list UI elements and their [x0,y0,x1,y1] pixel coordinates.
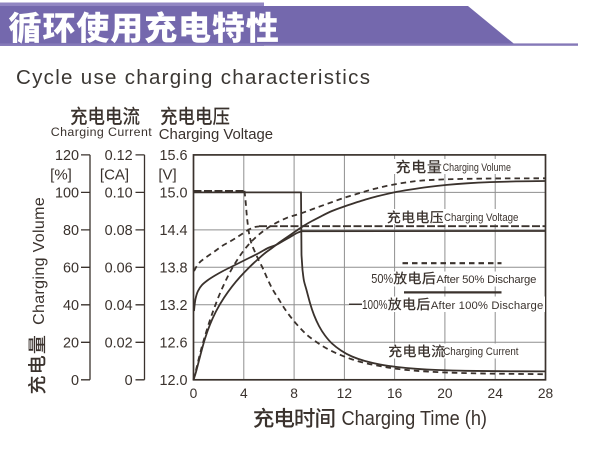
svg-text:20: 20 [63,336,79,352]
svg-text:80: 80 [63,223,79,239]
svg-text:40: 40 [63,298,79,314]
svg-text:100: 100 [55,186,79,202]
svg-text:8: 8 [290,386,298,401]
svg-text:0.06: 0.06 [105,261,133,277]
svg-text:14.4: 14.4 [159,223,187,239]
svg-text:0.04: 0.04 [105,298,133,314]
svg-text:15.0: 15.0 [159,186,187,202]
svg-text:28: 28 [538,386,554,401]
svg-text:24: 24 [488,386,504,401]
svg-text:13.8: 13.8 [159,261,187,277]
svg-text:Charging Voltage: Charging Voltage [444,211,519,224]
svg-text:Cycle use charging characteris: Cycle use charging characteristics [16,66,371,89]
svg-text:0: 0 [71,373,79,389]
svg-text:4: 4 [240,386,248,401]
svg-text:12.0: 12.0 [159,373,187,389]
svg-text:Charging Voltage: Charging Voltage [159,127,273,143]
svg-text:0.08: 0.08 [105,223,133,239]
svg-text:Charging Time (h): Charging Time (h) [342,408,487,430]
svg-text:Charging Current: Charging Current [443,345,518,358]
svg-text:60: 60 [63,261,79,277]
svg-text:0: 0 [125,373,133,389]
svg-text:16: 16 [387,386,403,401]
svg-text:13.2: 13.2 [159,298,187,314]
svg-text:15.6: 15.6 [159,148,187,164]
svg-text:0.10: 0.10 [105,186,133,202]
svg-text:12.6: 12.6 [159,336,187,352]
svg-text:120: 120 [55,148,79,164]
svg-text:Charging Current: Charging Current [51,125,152,139]
svg-text:0.02: 0.02 [105,336,133,352]
svg-text:50%: 50% [371,272,394,286]
svg-text:[%]: [%] [50,167,72,184]
svg-text:[CA]: [CA] [100,167,129,184]
svg-text:After 50% Discharge: After 50% Discharge [436,274,536,286]
svg-text:Charging Volume: Charging Volume [31,197,48,325]
svg-text:After 100% Discharge: After 100% Discharge [431,300,544,312]
svg-text:0: 0 [190,386,198,401]
svg-text:0.12: 0.12 [105,148,133,164]
svg-text:12: 12 [337,386,352,401]
svg-text:Charging Volume: Charging Volume [443,162,512,174]
svg-text:100%: 100% [362,299,388,312]
svg-text:20: 20 [437,386,453,401]
svg-text:[V]: [V] [158,167,176,184]
